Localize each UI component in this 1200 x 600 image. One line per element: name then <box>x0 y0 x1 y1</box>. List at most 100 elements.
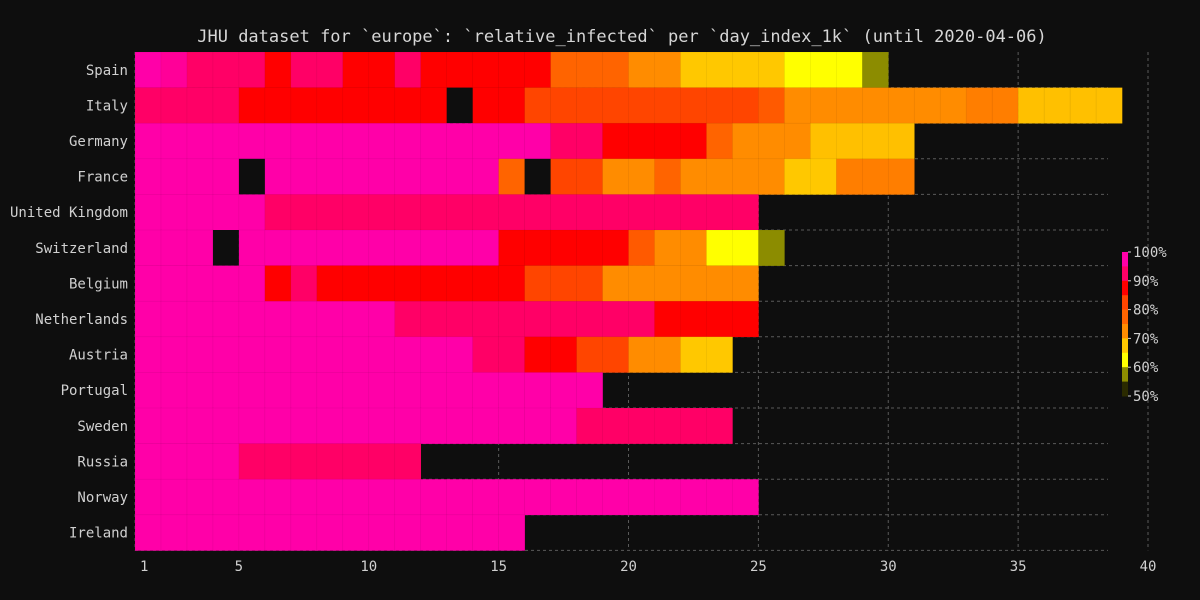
heatmap-cell <box>342 443 370 480</box>
heatmap-cell <box>316 514 344 551</box>
heatmap-cell <box>576 229 604 267</box>
heatmap-cell <box>654 336 682 373</box>
heatmap-cell <box>498 229 526 267</box>
heatmap-cell <box>212 372 240 409</box>
heatmap-cell <box>810 51 837 89</box>
heatmap-cell <box>290 122 318 160</box>
heatmap-cell <box>316 443 344 480</box>
heatmap-cell <box>342 229 370 267</box>
heatmap-cell <box>394 265 422 302</box>
heatmap-cell <box>394 194 422 231</box>
heatmap-cell <box>290 300 318 338</box>
colorbar-segment <box>1122 367 1128 383</box>
heatmap-cell <box>160 122 188 160</box>
heatmap-cell <box>316 372 344 409</box>
heatmap-cell <box>394 407 422 445</box>
y-axis-labels: Spain Italy Germany France United Kingdom Swi… <box>10 63 128 542</box>
heatmap-cell <box>810 87 837 124</box>
heatmap-cell <box>446 194 474 231</box>
heatmap-cell <box>576 265 604 302</box>
heatmap-cell <box>732 194 759 231</box>
heatmap-cell <box>680 300 708 338</box>
heatmap-cell <box>654 229 682 267</box>
heatmap-cell <box>758 158 785 196</box>
heatmap-cell <box>290 229 318 267</box>
heatmap-cell <box>576 336 604 373</box>
heatmap-cell <box>134 229 162 267</box>
x-axis-labels: 1 5 10 15 20 25 30 35 40 <box>140 559 1156 575</box>
heatmap-cell <box>628 478 656 516</box>
heatmap-cell <box>368 194 396 231</box>
heatmap-cell <box>420 87 448 124</box>
heatmap-cell <box>264 194 292 231</box>
heatmap-cell <box>394 122 422 160</box>
heatmap-cell <box>472 51 500 89</box>
heatmap-cell <box>628 194 656 231</box>
colorbar-label-90: 90% <box>1133 274 1159 290</box>
heatmap-cell-empty <box>524 158 551 195</box>
heatmap-cell <box>394 51 422 89</box>
heatmap-cell <box>186 87 214 124</box>
heatmap-cell <box>134 122 162 160</box>
heatmap-cell <box>186 300 214 338</box>
heatmap-cell-empty <box>212 230 239 266</box>
heatmap-cell <box>134 443 162 480</box>
heatmap-cell <box>446 407 474 445</box>
heatmap-cell <box>342 336 370 373</box>
heatmap-cell <box>342 300 370 338</box>
heatmap-cell <box>654 158 682 196</box>
heatmap-cell <box>680 194 708 231</box>
heatmap-cell <box>628 158 656 196</box>
heatmap-cell <box>368 443 396 480</box>
heatmap-cell <box>680 478 708 516</box>
x-tick-label-25: 25 <box>750 559 767 575</box>
heatmap-cell <box>134 158 162 196</box>
heatmap-cell <box>446 122 474 160</box>
heatmap-cell <box>420 514 448 551</box>
heatmap-cell <box>394 514 422 551</box>
x-tick-label-20: 20 <box>620 559 637 575</box>
heatmap-cell <box>576 87 604 124</box>
heatmap-cell <box>1069 87 1097 124</box>
heatmap-cell <box>498 372 526 409</box>
heatmap-cell <box>446 229 474 267</box>
heatmap-cell <box>628 122 656 160</box>
heatmap-cell <box>264 51 292 89</box>
heatmap-cell <box>732 265 759 302</box>
heatmap-cell <box>732 300 759 338</box>
heatmap-cell <box>965 87 993 124</box>
heatmap-cell <box>524 51 552 89</box>
heatmap-cell <box>602 158 630 196</box>
heatmap-cell <box>238 514 266 551</box>
heatmap-cell <box>913 87 941 124</box>
heatmap-cell <box>576 407 604 445</box>
heatmap-cell <box>342 122 370 160</box>
heatmap-cell <box>420 336 448 373</box>
heatmap-cell <box>368 158 396 196</box>
heatmap-cell <box>238 87 266 124</box>
heatmap-cell <box>550 478 578 516</box>
heatmap-cell <box>628 407 656 445</box>
heatmap-cell <box>861 122 889 160</box>
heatmap-cell <box>342 514 370 551</box>
heatmap-cell <box>342 265 370 302</box>
heatmap-cell <box>732 158 759 196</box>
colorbar-segment <box>1122 309 1128 325</box>
heatmap-cell <box>134 514 162 551</box>
x-tick-label-40: 40 <box>1140 559 1157 575</box>
heatmap-cell <box>368 122 396 160</box>
y-label-france: France <box>77 170 128 186</box>
heatmap-cell <box>160 87 188 124</box>
heatmap-cell <box>212 87 240 124</box>
x-tick-label-30: 30 <box>880 559 897 575</box>
heatmap-cell <box>342 478 370 516</box>
heatmap-cell <box>264 443 292 480</box>
heatmap-cell <box>420 158 448 196</box>
heatmap-cell <box>264 87 292 124</box>
heatmap-cell <box>706 407 734 445</box>
heatmap-cell <box>576 51 604 89</box>
heatmap-cell <box>628 336 656 373</box>
heatmap-cell <box>472 158 500 196</box>
heatmap-cell <box>420 372 448 409</box>
